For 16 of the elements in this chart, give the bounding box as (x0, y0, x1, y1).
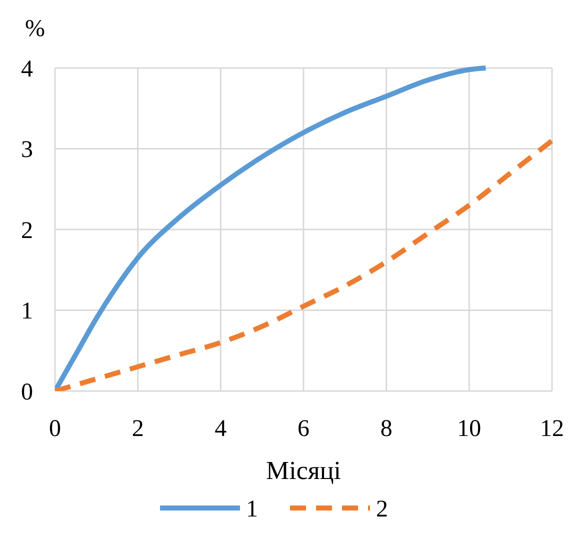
y-tick-label: 4 (21, 56, 33, 82)
y-tick-label: 2 (21, 218, 33, 244)
legend-label: 1 (246, 496, 258, 522)
x-tick-label: 10 (457, 416, 482, 442)
legend-label: 2 (376, 496, 388, 522)
y-tick-label: 3 (21, 137, 33, 164)
y-tick-label: 1 (21, 298, 33, 325)
x-tick-label: 12 (540, 416, 564, 442)
x-tick-label: 6 (298, 416, 310, 442)
x-tick-label: 4 (214, 416, 227, 442)
y-axis-title: % (25, 16, 45, 42)
x-axis-title: Місяці (266, 456, 341, 485)
x-tick-label: 8 (380, 416, 392, 442)
x-tick-label: 0 (49, 416, 61, 442)
x-tick-label: 2 (132, 416, 144, 442)
y-tick-label: 0 (21, 379, 33, 406)
